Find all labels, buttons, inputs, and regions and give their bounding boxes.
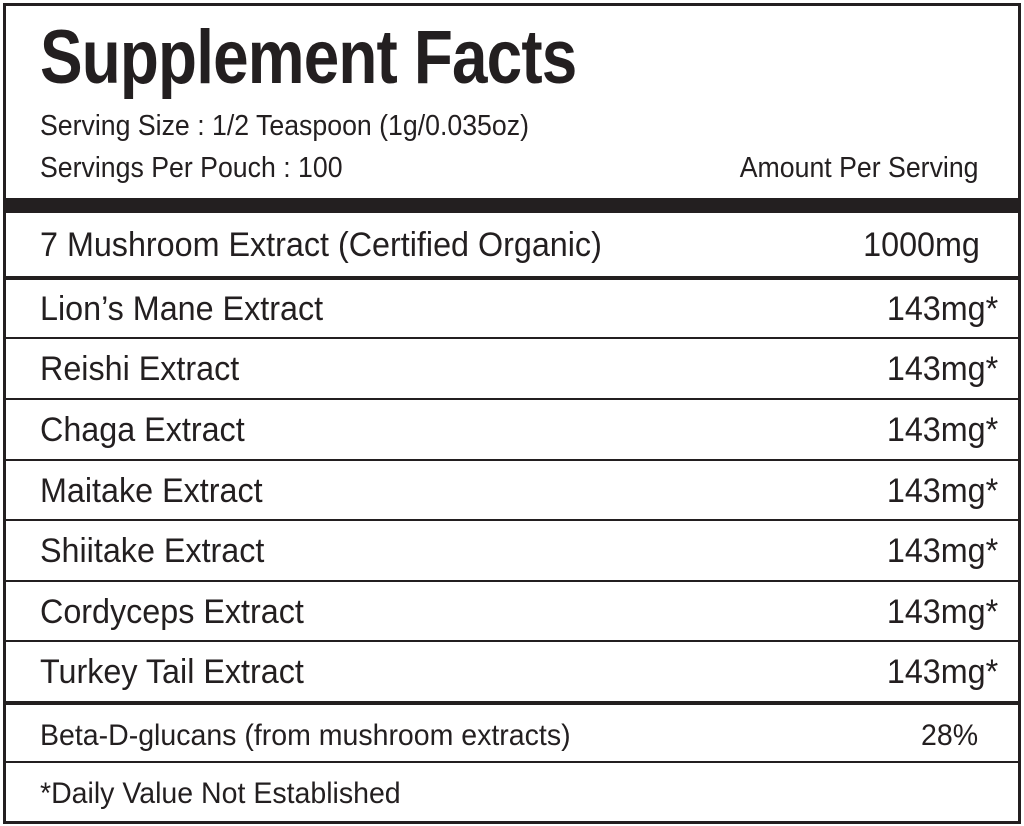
ingredient-amount: 143mg* <box>886 593 998 631</box>
divider <box>3 580 1021 582</box>
main-ingredient-row: 7 Mushroom Extract (Certified Organic) 1… <box>6 216 1018 274</box>
ingredient-name: Turkey Tail Extract <box>40 653 304 691</box>
ingredient-amount: 143mg* <box>886 532 998 570</box>
ingredient-name: Reishi Extract <box>40 350 240 388</box>
label-title: Supplement Facts <box>40 15 577 100</box>
label-border <box>3 3 1021 824</box>
ingredient-row: Maitake Extract 143mg* <box>6 462 1018 520</box>
divider <box>3 761 1021 763</box>
ingredient-name: Chaga Extract <box>40 411 245 449</box>
ingredient-amount: 143mg* <box>886 472 998 510</box>
ingredient-row: Chaga Extract 143mg* <box>6 401 1018 459</box>
beta-glucans-row: Beta-D-glucans (from mushroom extracts) 2… <box>6 705 1018 763</box>
ingredient-row: Lion’s Mane Extract 143mg* <box>6 280 1018 338</box>
footnote: *Daily Value Not Established <box>40 777 401 810</box>
ingredient-amount: 143mg* <box>886 653 998 691</box>
divider <box>3 640 1021 642</box>
ingredient-amount: 143mg* <box>886 411 998 449</box>
amount-per-serving-header: Amount Per Serving <box>740 152 979 184</box>
divider <box>3 701 1021 705</box>
footnote-row: *Daily Value Not Established <box>6 763 1018 821</box>
ingredient-amount: 28% <box>920 719 978 752</box>
ingredient-name: Maitake Extract <box>40 472 263 510</box>
ingredient-row: Shiitake Extract 143mg* <box>6 522 1018 580</box>
ingredient-row: Reishi Extract 143mg* <box>6 340 1018 398</box>
divider <box>3 276 1021 280</box>
divider <box>3 519 1021 521</box>
ingredient-amount: 1000mg <box>863 226 980 264</box>
serving-size: Serving Size : 1/2 Teaspoon (1g/0.035oz) <box>40 110 529 142</box>
divider <box>3 337 1021 339</box>
ingredient-name: 7 Mushroom Extract (Certified Organic) <box>40 226 602 264</box>
ingredient-name: Shiitake Extract <box>40 532 265 570</box>
divider <box>3 398 1021 400</box>
divider <box>3 459 1021 461</box>
ingredient-row: Cordyceps Extract 143mg* <box>6 583 1018 641</box>
servings-per-pouch: Servings Per Pouch : 100 <box>40 152 343 184</box>
thick-divider <box>3 198 1021 213</box>
ingredient-amount: 143mg* <box>886 350 998 388</box>
ingredient-amount: 143mg* <box>886 290 998 328</box>
ingredient-name: Beta-D-glucans (from mushroom extracts) <box>40 719 571 752</box>
ingredient-name: Cordyceps Extract <box>40 593 304 631</box>
ingredient-name: Lion’s Mane Extract <box>40 290 324 328</box>
ingredient-row: Turkey Tail Extract 143mg* <box>6 643 1018 701</box>
